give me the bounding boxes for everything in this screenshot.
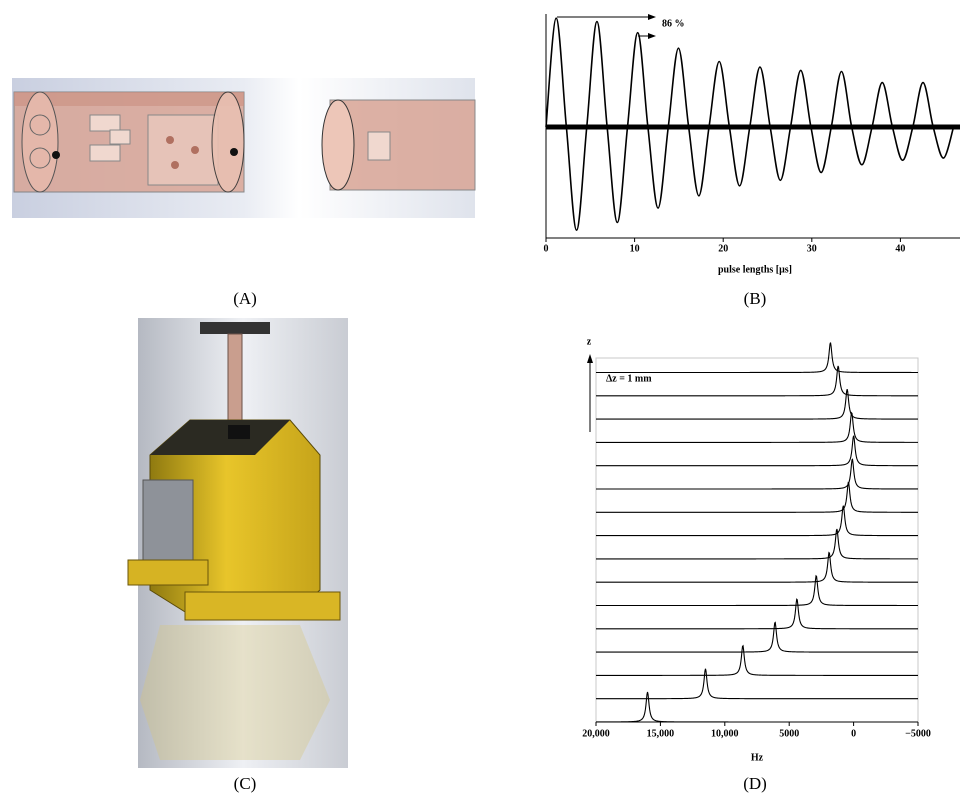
- x-tick-label: −5000: [905, 728, 931, 739]
- x-tick-label: 10: [630, 243, 640, 254]
- nutation-chart: 86 % pulse lengths [μs] 0 10 20 30 40: [544, 14, 961, 275]
- x-tick-label: 0: [544, 243, 549, 254]
- x-tick-label: 15,000: [647, 728, 675, 739]
- spectrum: [596, 669, 918, 699]
- y-axis-label: z: [587, 336, 592, 347]
- spectrum: [596, 576, 918, 606]
- spectrum: [596, 553, 918, 583]
- magnet-illustration: [128, 318, 348, 768]
- x-tick-label: 0: [851, 728, 856, 739]
- panel-label: (C): [234, 774, 257, 793]
- arrow-head: [587, 354, 593, 363]
- spectra-chart: z Δz = 1 mm Hz 20,000 15,000 10,000 5000 0 −5…: [582, 336, 931, 763]
- arrow-head: [648, 14, 656, 20]
- spectrum: [596, 436, 918, 466]
- panel-label: (D): [743, 774, 767, 793]
- x-tick-label: 40: [895, 243, 905, 254]
- x-tick-label: 10,000: [711, 728, 739, 739]
- x-tick-label: 20: [718, 243, 728, 254]
- x-axis-label: pulse lengths [μs]: [718, 264, 792, 275]
- x-axis-label: Hz: [751, 752, 764, 763]
- spectrum: [596, 646, 918, 676]
- spectrum: [596, 459, 918, 489]
- arrow-head: [648, 33, 656, 39]
- figure: 86 % pulse lengths [μs] 0 10 20 30 40 z Δz =…: [0, 0, 961, 797]
- annotation: Δz = 1 mm: [606, 373, 652, 384]
- spectrum: [596, 483, 918, 513]
- x-tick-label: 20,000: [582, 728, 610, 739]
- x-tick-label: 5000: [779, 728, 799, 739]
- probe-illustration: [12, 78, 475, 218]
- x-tick-label: 30: [807, 243, 817, 254]
- panel-label: (B): [744, 289, 767, 308]
- spectrum: [596, 389, 918, 419]
- annotation: 86 %: [662, 18, 685, 29]
- spectrum: [596, 413, 918, 443]
- spectrum: [596, 506, 918, 536]
- spectrum: [596, 529, 918, 559]
- panel-label: (A): [233, 289, 257, 308]
- spectrum: [596, 599, 918, 629]
- spectrum: [596, 623, 918, 653]
- signal-line: [546, 18, 954, 230]
- plot-frame: [596, 358, 918, 722]
- spectrum: [596, 692, 918, 722]
